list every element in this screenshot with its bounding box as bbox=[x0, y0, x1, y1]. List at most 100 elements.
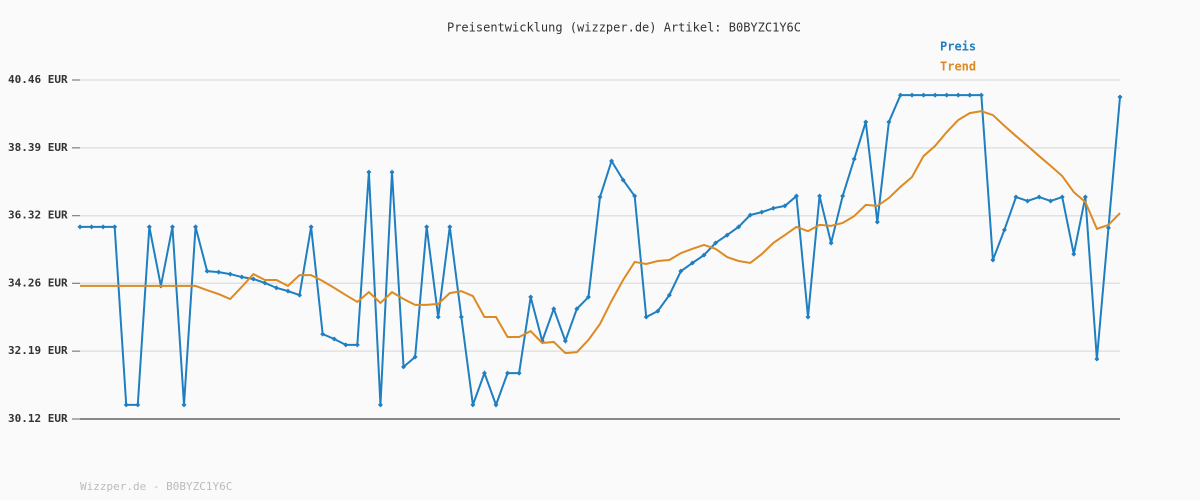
point-marker bbox=[1001, 227, 1007, 233]
y-tick-label: 30.12 EUR bbox=[8, 412, 68, 425]
point-marker bbox=[782, 203, 788, 209]
point-marker bbox=[239, 274, 245, 280]
point-marker bbox=[585, 294, 591, 300]
point-marker bbox=[1059, 194, 1065, 200]
y-tick-label: 32.19 EUR bbox=[8, 344, 68, 357]
point-marker bbox=[1048, 198, 1054, 204]
point-marker bbox=[897, 92, 903, 98]
point-marker bbox=[1036, 194, 1042, 200]
point-marker bbox=[944, 92, 950, 98]
point-marker bbox=[181, 402, 187, 408]
point-marker bbox=[955, 92, 961, 98]
point-marker bbox=[331, 336, 337, 342]
point-marker bbox=[227, 271, 233, 277]
point-marker bbox=[713, 240, 719, 246]
point-marker bbox=[793, 193, 799, 199]
point-marker bbox=[1071, 251, 1077, 257]
point-marker bbox=[285, 288, 291, 294]
point-marker bbox=[193, 224, 199, 230]
point-marker bbox=[678, 268, 684, 274]
point-marker bbox=[574, 306, 580, 312]
series-line bbox=[80, 94, 1121, 408]
point-marker bbox=[609, 158, 615, 164]
point-marker bbox=[89, 224, 95, 230]
point-marker bbox=[377, 402, 383, 408]
point-marker bbox=[724, 232, 730, 238]
point-marker bbox=[921, 92, 927, 98]
series-line bbox=[80, 110, 1121, 355]
point-marker bbox=[273, 285, 279, 291]
point-marker bbox=[886, 119, 892, 125]
point-marker bbox=[1082, 194, 1088, 200]
point-marker bbox=[169, 224, 175, 230]
point-marker bbox=[597, 194, 603, 200]
point-marker bbox=[366, 169, 372, 175]
point-marker bbox=[112, 224, 118, 230]
point-marker bbox=[216, 269, 222, 275]
point-marker bbox=[1094, 356, 1100, 362]
point-marker bbox=[770, 205, 776, 211]
point-marker bbox=[343, 342, 349, 348]
point-marker bbox=[840, 193, 846, 199]
point-marker bbox=[562, 338, 568, 344]
y-tick-label: 40.46 EUR bbox=[8, 73, 68, 86]
y-tick-label: 38.39 EUR bbox=[8, 141, 68, 154]
point-marker bbox=[655, 308, 661, 314]
point-marker bbox=[551, 306, 557, 312]
point-marker bbox=[851, 156, 857, 162]
point-marker bbox=[481, 370, 487, 376]
point-marker bbox=[424, 224, 430, 230]
point-marker bbox=[874, 219, 880, 225]
point-marker bbox=[204, 268, 210, 274]
point-marker bbox=[1025, 198, 1031, 204]
point-marker bbox=[297, 292, 303, 298]
point-marker bbox=[990, 257, 996, 263]
point-marker bbox=[320, 331, 326, 337]
y-tick-label: 36.32 EUR bbox=[8, 209, 68, 222]
legend-label: Preis bbox=[940, 40, 976, 54]
point-marker bbox=[967, 92, 973, 98]
point-marker bbox=[250, 276, 256, 282]
legend-label: Trend bbox=[940, 60, 976, 74]
point-marker bbox=[701, 252, 707, 258]
point-marker bbox=[100, 224, 106, 230]
point-marker bbox=[828, 240, 834, 246]
point-marker bbox=[909, 92, 915, 98]
point-marker bbox=[412, 354, 418, 360]
point-marker bbox=[689, 260, 695, 266]
point-marker bbox=[932, 92, 938, 98]
point-marker bbox=[643, 314, 649, 320]
point-marker bbox=[308, 224, 314, 230]
point-marker bbox=[470, 402, 476, 408]
point-marker bbox=[354, 342, 360, 348]
point-marker bbox=[817, 193, 823, 199]
point-marker bbox=[736, 224, 742, 230]
point-marker bbox=[747, 212, 753, 218]
point-marker bbox=[447, 224, 453, 230]
point-marker bbox=[516, 370, 522, 376]
point-marker bbox=[493, 402, 499, 408]
y-tick-label: 34.26 EUR bbox=[8, 276, 68, 289]
point-marker bbox=[620, 177, 626, 183]
point-marker bbox=[759, 209, 765, 215]
point-marker bbox=[528, 294, 534, 300]
point-marker bbox=[389, 169, 395, 175]
source-note: Wizzper.de - B0BYZC1Y6C bbox=[80, 480, 232, 493]
chart-title: Preisentwicklung (wizzper.de) Artikel: B… bbox=[447, 21, 801, 35]
point-marker bbox=[262, 280, 268, 286]
point-marker bbox=[632, 193, 638, 199]
point-marker bbox=[435, 314, 441, 320]
point-marker bbox=[401, 364, 407, 370]
point-marker bbox=[1013, 194, 1019, 200]
point-marker bbox=[135, 402, 141, 408]
point-marker bbox=[1105, 225, 1111, 231]
point-marker bbox=[505, 370, 511, 376]
point-marker bbox=[1117, 94, 1123, 100]
point-marker bbox=[805, 314, 811, 320]
point-marker bbox=[123, 402, 129, 408]
point-marker bbox=[666, 292, 672, 298]
point-marker bbox=[978, 92, 984, 98]
point-marker bbox=[863, 119, 869, 125]
point-marker bbox=[77, 224, 83, 230]
